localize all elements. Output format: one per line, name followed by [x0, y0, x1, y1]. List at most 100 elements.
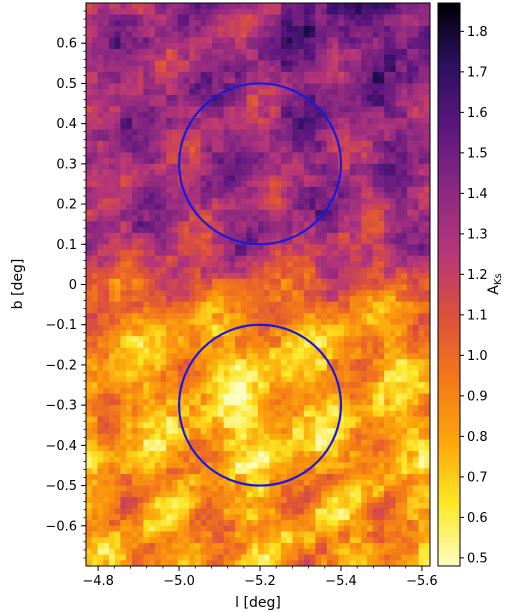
heatmap-cell [252, 295, 259, 303]
heatmap-cell [412, 135, 420, 142]
heatmap-cell [303, 100, 311, 107]
heatmap-cell [200, 284, 207, 291]
heatmap-cell [240, 89, 248, 96]
heatmap-cell [321, 456, 328, 464]
heatmap-cell [246, 370, 253, 378]
heatmap-cell [154, 445, 162, 452]
heatmap-cell [120, 341, 127, 349]
heatmap-cell [338, 307, 345, 314]
heatmap-cell [395, 428, 402, 435]
heatmap-cell [103, 439, 110, 446]
heatmap-cell [114, 89, 121, 96]
heatmap-cell [298, 330, 305, 337]
heatmap-cell [131, 474, 139, 481]
heatmap-cell [292, 336, 299, 343]
heatmap-cell [223, 278, 230, 286]
heatmap-cell [194, 290, 202, 297]
heatmap-cell [263, 3, 271, 10]
heatmap-cell [91, 244, 99, 251]
heatmap-cell [183, 71, 190, 79]
heatmap-cell [338, 474, 345, 481]
heatmap-cell [344, 364, 351, 372]
heatmap-cell [91, 112, 99, 119]
heatmap-cell [126, 307, 133, 314]
heatmap-cell [286, 215, 293, 222]
heatmap-cell [126, 209, 133, 217]
heatmap-cell [183, 135, 190, 142]
heatmap-cell [384, 20, 391, 27]
heatmap-cell [298, 83, 305, 90]
heatmap-cell [194, 301, 202, 309]
heatmap-cell [412, 433, 420, 441]
heatmap-cell [177, 117, 185, 125]
heatmap-cell [384, 318, 391, 326]
heatmap-cell [108, 393, 116, 400]
heatmap-cell [120, 129, 127, 136]
heatmap-cell [418, 100, 425, 107]
heatmap-cell [103, 123, 110, 130]
heatmap-cell [401, 117, 408, 125]
heatmap-cell [143, 117, 150, 125]
heatmap-cell [240, 410, 248, 418]
heatmap-cell [97, 175, 104, 182]
heatmap-cell [292, 462, 299, 469]
heatmap-cell [97, 359, 104, 366]
heatmap-cell [200, 117, 207, 125]
heatmap-cell [303, 393, 311, 400]
heatmap-cell [298, 221, 305, 228]
heatmap-cell [332, 451, 339, 458]
heatmap-cell [103, 117, 110, 125]
heatmap-cell [378, 313, 385, 320]
heatmap-cell [412, 341, 420, 349]
heatmap-cell [160, 301, 167, 309]
heatmap-cell [114, 140, 121, 148]
heatmap-cell [263, 278, 271, 286]
heatmap-cell [378, 468, 385, 475]
heatmap-cell [355, 433, 362, 441]
heatmap-cell [91, 140, 99, 148]
heatmap-cell [189, 451, 196, 458]
heatmap-cell [309, 261, 316, 268]
heatmap-cell [378, 273, 385, 280]
heatmap-cell [412, 94, 420, 102]
heatmap-cell [338, 14, 345, 21]
heatmap-cell [355, 330, 362, 337]
heatmap-cell [229, 71, 236, 79]
heatmap-cell [137, 456, 144, 464]
heatmap-cell [401, 382, 408, 389]
heatmap-cell [349, 295, 357, 303]
heatmap-cell [326, 94, 334, 102]
heatmap-cell [366, 123, 374, 130]
heatmap-cell [389, 278, 397, 286]
heatmap-cell [172, 410, 179, 418]
heatmap-cell [223, 43, 230, 50]
heatmap-cell [389, 192, 397, 199]
heatmap-cell [103, 479, 110, 487]
heatmap-cell [263, 382, 271, 389]
heatmap-cell [223, 353, 230, 360]
heatmap-cell [212, 399, 219, 406]
heatmap-cell [235, 295, 242, 303]
heatmap-cell [412, 54, 420, 62]
heatmap-cell [321, 135, 328, 142]
heatmap-cell [177, 370, 185, 378]
heatmap-cell [344, 290, 351, 297]
heatmap-cell [407, 181, 414, 188]
heatmap-cell [154, 25, 162, 33]
heatmap-cell [424, 324, 430, 332]
heatmap-cell [332, 8, 339, 16]
heatmap-cell [120, 123, 127, 130]
heatmap-cell [286, 117, 293, 125]
heatmap-cell [172, 307, 179, 314]
heatmap-cell [292, 181, 299, 188]
heatmap-cell [160, 422, 167, 429]
heatmap-cell [263, 267, 271, 274]
heatmap-cell [120, 451, 127, 458]
heatmap-cell [212, 209, 219, 217]
heatmap-cell [246, 77, 253, 85]
heatmap-cell [91, 451, 99, 458]
heatmap-cell [172, 8, 179, 16]
heatmap-cell [200, 353, 207, 360]
heatmap-cell [424, 439, 430, 446]
heatmap-cell [177, 158, 185, 165]
